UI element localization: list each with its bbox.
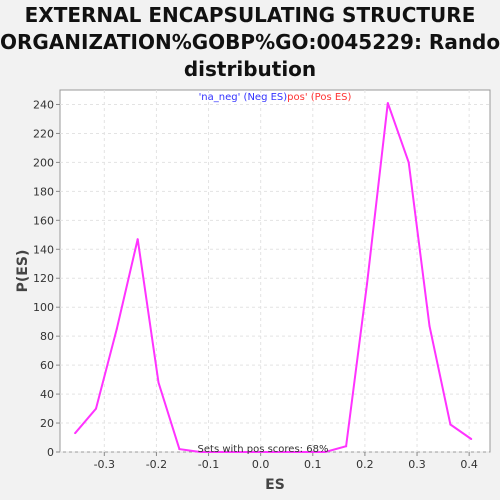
y-tick-label: 160 [33,214,54,227]
x-tick-label: 0.1 [304,458,322,471]
x-tick-label: 0.0 [252,458,270,471]
x-tick-label: 0.2 [356,458,374,471]
y-axis-title: P(ES) [15,250,31,293]
series-line [74,102,472,453]
y-tick-label: 80 [40,330,54,343]
pos-scores-annotation: Sets with pos scores: 68% [198,444,329,455]
data-point [470,437,473,440]
data-point [74,432,77,435]
data-point [345,445,348,448]
y-tick-label: 0 [47,446,54,459]
data-point [199,451,202,453]
data-point [261,451,264,453]
x-tick-label: 0.4 [460,458,478,471]
chart-title-line-2: ORGANIZATION%GOBP%GO:0045229: Random ES [0,30,500,54]
grid [60,90,490,453]
data-point [178,448,181,451]
data-point [157,381,160,384]
data-point [94,407,97,410]
x-tick-label: 0.3 [408,458,426,471]
chart-title: EXTERNAL ENCAPSULATING STRUCTURE ORGANIZ… [0,2,500,83]
y-tick-label: 180 [33,185,54,198]
y-tick-label: 20 [40,417,54,430]
data-point [407,161,410,164]
data-point [324,451,327,453]
chart-title-line-1: EXTERNAL ENCAPSULATING STRUCTURE [24,3,476,27]
x-tick-label: -0.3 [94,458,115,471]
y-tick-label: 220 [33,127,54,140]
chart-title-line-3: distribution [183,57,317,81]
legend: 'na_neg' (Neg ES)pos' (Pos ES) [199,92,352,103]
axes: -0.3 -0.2 -0.1 0.0 0.1 0.2 0.3 0.4 0 20 40 60 80 100 1… [33,98,478,471]
data-point [365,283,368,286]
x-axis-title: ES [265,477,285,493]
y-tick-label: 120 [33,272,54,285]
data-point [386,102,389,105]
data-point [282,451,285,453]
x-tick-label: -0.2 [146,458,167,471]
legend-entry-pos: pos' (Pos ES) [287,92,351,103]
x-tick-label: -0.1 [198,458,219,471]
legend-entry-neg: 'na_neg' (Neg ES) [199,92,288,103]
y-tick-label: 140 [33,243,54,256]
y-tick-label: 240 [33,98,54,111]
data-point [115,327,118,330]
data-point [449,423,452,426]
y-tick-label: 60 [40,359,54,372]
y-tick-label: 100 [33,301,54,314]
y-tick-label: 200 [33,156,54,169]
data-point [240,451,243,453]
y-tick-label: 40 [40,388,54,401]
series [74,102,473,453]
plot-area [59,89,491,453]
data-point [220,451,223,453]
data-point [428,325,431,328]
data-point [136,238,139,241]
data-point [303,451,306,453]
